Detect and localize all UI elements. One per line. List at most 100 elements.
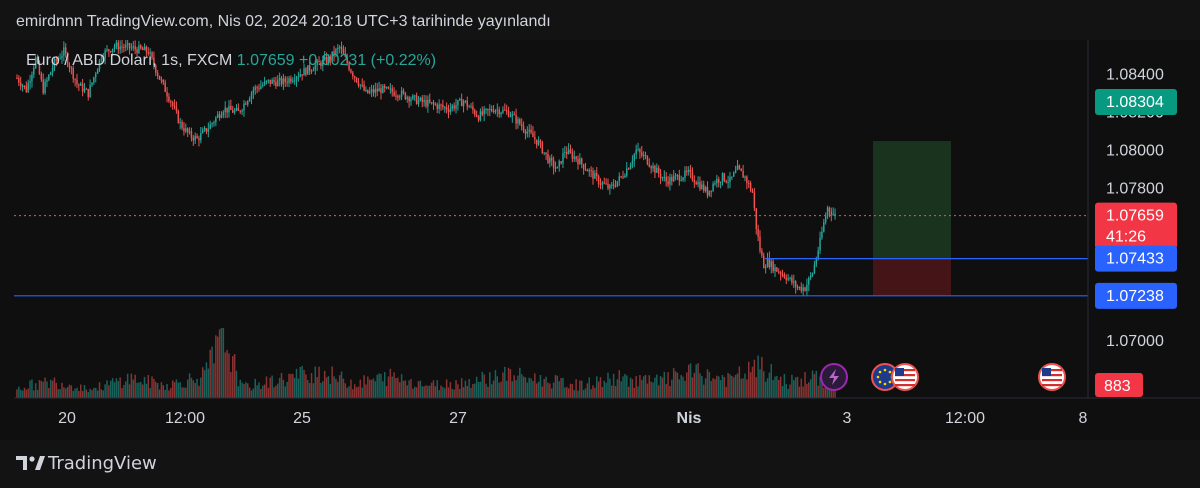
volume-bar [783,373,786,398]
candle-body [231,109,234,113]
candle-body [447,109,450,113]
volume-bar [684,380,686,398]
volume-bar [278,377,281,398]
candle-body [804,287,806,291]
candle-body [136,49,138,53]
volume-bar [267,387,270,398]
volume-bar [134,374,136,398]
volume-bar [826,385,829,398]
candle-body [89,85,91,97]
volume-bar [665,384,667,398]
stop-loss-zone[interactable] [873,258,951,296]
volume-bar [316,377,318,398]
candle-body [158,75,161,80]
volume-bar [338,375,341,398]
volume-bar [648,375,651,398]
candle-body [318,60,320,63]
volume-bar [66,387,69,398]
volume-bar [579,380,581,398]
candle-body [748,183,750,185]
chart-background [0,40,1200,440]
volume-bar [130,373,133,398]
candle-body [719,181,722,183]
candle-body [267,79,270,81]
candle-body [680,179,682,181]
candle-body [813,264,816,274]
candle-body [64,47,67,54]
candle-body [793,281,795,283]
volume-bar [59,389,61,398]
candle-body [412,95,414,100]
volume-bar [102,390,104,398]
volume-bar [656,374,658,398]
candle-body [147,52,150,54]
volume-bar [590,389,592,398]
volume-bar [49,379,52,398]
candle-body [449,108,452,113]
volume-bar [434,386,437,398]
candle-body [774,267,776,272]
candle-body [370,89,373,92]
volume-bar [811,370,814,398]
candle-body [442,105,444,108]
volume-bar [63,387,65,398]
eu-star [883,368,887,372]
volume-bar [445,379,448,398]
volume-bar [549,383,551,398]
us-flag-icon[interactable] [891,363,919,391]
volume-bar [586,383,589,398]
lightning-event-icon[interactable] [820,363,848,391]
volume-bar [699,373,701,398]
candle-body [252,89,255,94]
volume-bar [635,376,637,398]
volume-bar [151,376,153,398]
candle-body [684,170,686,178]
volume-bar [226,349,228,398]
candle-body [398,96,401,98]
candle-body [372,89,375,93]
level-price-badge: 1.07433 [1095,245,1177,272]
volume-bar [340,371,343,398]
volume-bar [464,380,467,398]
volume-bar [687,364,690,398]
candle-body [113,46,116,49]
volume-bar [721,375,724,398]
volume-bar [235,370,238,398]
candle-body [635,149,637,155]
volume-bar [779,376,782,398]
candle-body [305,68,307,75]
target-price-badge: 1.08304 [1095,89,1177,115]
volume-bar [18,386,20,398]
volume-bar [674,371,677,398]
volume-bar [734,374,737,398]
volume-bar [727,372,729,398]
us-flag-icon[interactable] [1038,363,1066,391]
candle-body [224,107,226,113]
volume-bar [511,381,514,398]
candle-body [331,51,333,60]
candle-body [141,48,144,51]
candle-body [308,65,311,71]
candle-body [481,111,484,115]
volume-bar [421,386,423,398]
volume-bar [496,376,499,398]
volume-bar [185,387,187,398]
candle-body [406,97,408,99]
candle-body [278,77,281,81]
volume-bar [487,386,489,398]
volume-bar [365,384,367,398]
volume-bar [746,379,748,398]
volume-bar [188,373,191,398]
volume-bar [436,380,438,398]
volume-bar [363,375,365,398]
profit-target-zone[interactable] [873,141,951,259]
eu-star [876,375,880,379]
candle-body [629,164,632,170]
candle-body [781,274,784,276]
volume-bar [177,382,180,398]
price-chart[interactable]: 1.084001.082001.080001.078001.076001.074… [0,40,1200,440]
volume-bar [742,378,744,398]
volume-bar [96,390,99,398]
volume-bar [761,357,763,398]
volume-bar [618,370,621,398]
